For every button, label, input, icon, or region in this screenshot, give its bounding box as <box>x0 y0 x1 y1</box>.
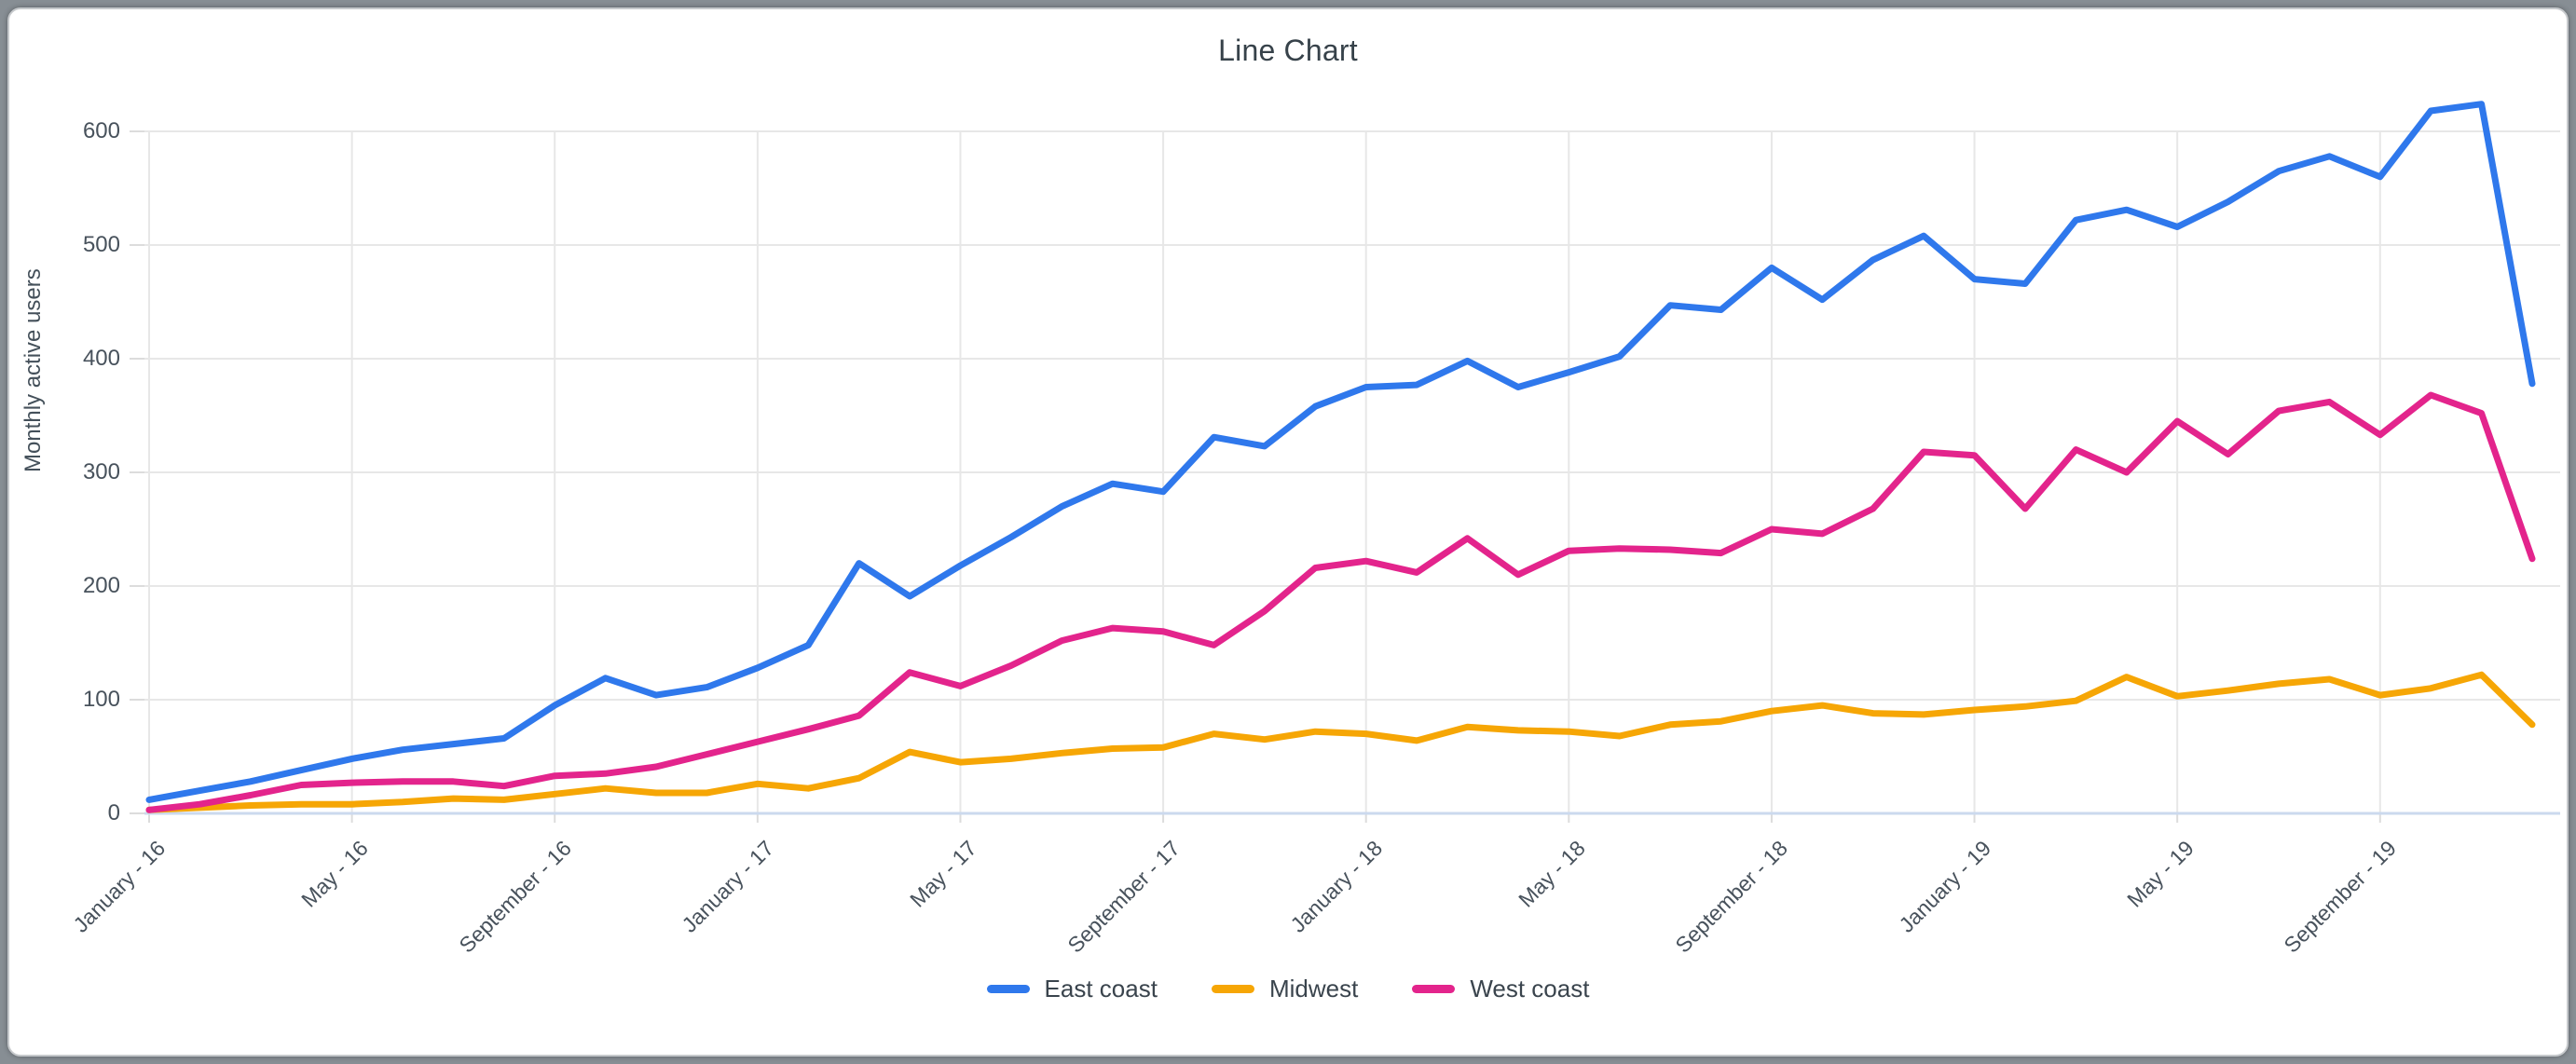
legend-item-midwest: Midwest <box>1211 975 1359 1003</box>
y-tick-label: 0 <box>107 800 120 825</box>
legend-item-east-coast: East coast <box>986 975 1158 1003</box>
chart-card <box>7 7 2569 1057</box>
series-line-west-coast[interactable] <box>145 391 2536 813</box>
chart-title: Line Chart <box>1218 34 1358 67</box>
series-line-midwest[interactable] <box>145 671 2536 813</box>
y-tick-label: 400 <box>82 346 120 371</box>
y-tick-label: 500 <box>82 232 120 257</box>
chart-legend: East coast Midwest West coast <box>0 975 2576 1003</box>
legend-swatch-icon <box>1211 985 1254 993</box>
legend-item-west-coast: West coast <box>1412 975 1589 1003</box>
legend-swatch-icon <box>986 985 1030 993</box>
y-tick-label: 200 <box>82 573 120 598</box>
y-tick-label: 100 <box>82 687 120 712</box>
legend-swatch-icon <box>1412 985 1456 993</box>
y-tick-label: 600 <box>82 118 120 143</box>
y-tick-label: 300 <box>82 459 120 484</box>
legend-label: East coast <box>1044 975 1158 1003</box>
series-line-east-coast[interactable] <box>145 101 2536 803</box>
legend-label: West coast <box>1470 975 1590 1003</box>
legend-label: Midwest <box>1268 975 1359 1003</box>
